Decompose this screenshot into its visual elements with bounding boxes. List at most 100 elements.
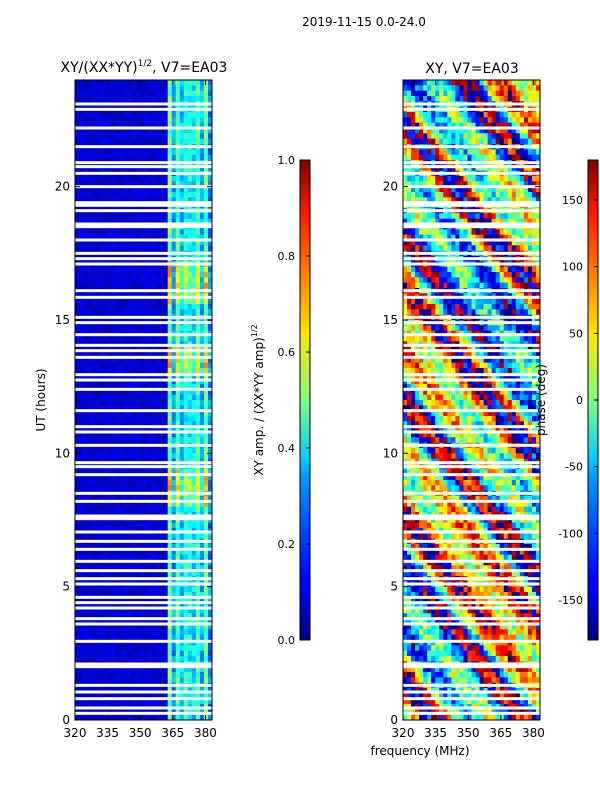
amplitude-cell	[179, 501, 185, 508]
amplitude-cell	[151, 522, 157, 529]
amplitude-cell	[143, 421, 149, 428]
amplitude-cell	[147, 416, 153, 422]
phase-cell	[515, 85, 521, 92]
amplitude-cell	[183, 80, 189, 86]
amplitude-cell	[79, 453, 84, 460]
phase-cell	[507, 197, 513, 204]
amplitude-cell	[115, 368, 120, 374]
amplitude-cell	[95, 554, 100, 561]
amplitude-cell	[111, 266, 116, 273]
phase-cell	[511, 176, 517, 182]
amplitude-cell	[191, 128, 197, 134]
amplitude-cell	[187, 186, 193, 193]
amplitude-cell	[167, 266, 173, 273]
amplitude-cell	[99, 277, 104, 284]
amplitude-cell	[111, 549, 116, 556]
amplitude-cell	[103, 133, 108, 140]
amplitude-cell	[195, 362, 201, 369]
amplitude-cell	[107, 85, 112, 92]
phase-cell	[403, 85, 408, 92]
amplitude-cell	[115, 154, 120, 161]
amplitude-cell	[111, 117, 116, 124]
amplitude-cell	[83, 197, 88, 204]
amplitude-cell	[155, 405, 161, 412]
amplitude-cell	[191, 640, 197, 646]
amplitude-cell	[119, 234, 124, 241]
amplitude-cell	[119, 112, 124, 118]
phase-cell	[487, 133, 493, 140]
amplitude-cell	[95, 677, 100, 684]
amplitude-cell	[191, 549, 197, 556]
amplitude-cell	[159, 592, 165, 598]
amplitude-cell	[159, 656, 165, 662]
phase-cell	[515, 154, 521, 161]
amplitude-gap-line	[75, 222, 212, 226]
amplitude-cell	[167, 645, 173, 652]
amplitude-cell	[147, 122, 153, 129]
amplitude-cell	[75, 506, 80, 513]
phase-cell	[535, 128, 541, 134]
amplitude-cell	[199, 192, 205, 198]
phase-cell	[479, 122, 485, 129]
amplitude-gap-line	[75, 315, 212, 319]
amplitude-cell	[91, 544, 96, 550]
phase-cell	[499, 181, 505, 188]
phase-cell	[423, 186, 428, 193]
amplitude-cell	[107, 357, 112, 364]
amplitude-cell	[147, 309, 153, 316]
amplitude-cell	[119, 368, 124, 374]
amplitude-cell	[175, 80, 181, 86]
amplitude-cell	[151, 448, 157, 454]
amplitude-cell	[171, 624, 177, 630]
amplitude-cell	[179, 656, 185, 662]
amplitude-cell	[187, 592, 193, 598]
amplitude-cell	[159, 554, 165, 561]
amplitude-cell	[199, 618, 205, 625]
amplitude-cell	[199, 672, 205, 678]
amplitude-cell	[75, 693, 80, 700]
amplitude-cell	[139, 117, 144, 124]
amplitude-cell	[203, 437, 209, 444]
amplitude-cell	[159, 666, 165, 673]
phase-cell	[451, 96, 456, 102]
amplitude-cell	[175, 565, 181, 572]
amplitude-cell	[99, 496, 104, 502]
amplitude-cell	[167, 165, 173, 172]
amplitude-cell	[187, 325, 193, 332]
amplitude-cell	[91, 634, 96, 641]
amplitude-cell	[159, 234, 165, 241]
amplitude-cell	[203, 672, 209, 678]
phase-cell	[455, 80, 460, 86]
amplitude-cell	[155, 133, 161, 140]
amplitude-cell	[143, 485, 149, 492]
amplitude-cell	[199, 138, 205, 145]
amplitude-cell	[91, 197, 96, 204]
amplitude-cell	[123, 394, 128, 401]
phase-cell	[495, 133, 501, 140]
amplitude-cell	[119, 570, 124, 577]
amplitude-cell	[163, 426, 169, 433]
amplitude-cell	[99, 373, 104, 380]
amplitude-cell	[139, 154, 144, 161]
amplitude-cell	[115, 485, 120, 492]
amplitude-cell	[103, 149, 108, 156]
amplitude-cell	[91, 122, 96, 129]
amplitude-cell	[123, 426, 128, 433]
amplitude-cell	[167, 453, 173, 460]
amplitude-cell	[99, 608, 104, 614]
amplitude-cell	[143, 624, 149, 630]
amplitude-cell	[199, 389, 205, 396]
phase-cell	[515, 138, 521, 145]
amplitude-cell	[191, 138, 197, 145]
phase-cell	[523, 176, 529, 182]
phase-cell	[499, 149, 505, 156]
amplitude-cell	[119, 698, 124, 705]
amplitude-cell	[79, 357, 84, 364]
amplitude-cell	[143, 533, 149, 540]
amplitude-cell	[143, 698, 149, 705]
amplitude-cell	[103, 650, 108, 657]
amplitude-cell	[127, 138, 132, 145]
phase-cell	[419, 192, 424, 198]
amplitude-cell	[167, 373, 173, 380]
phase-cell	[467, 181, 472, 188]
